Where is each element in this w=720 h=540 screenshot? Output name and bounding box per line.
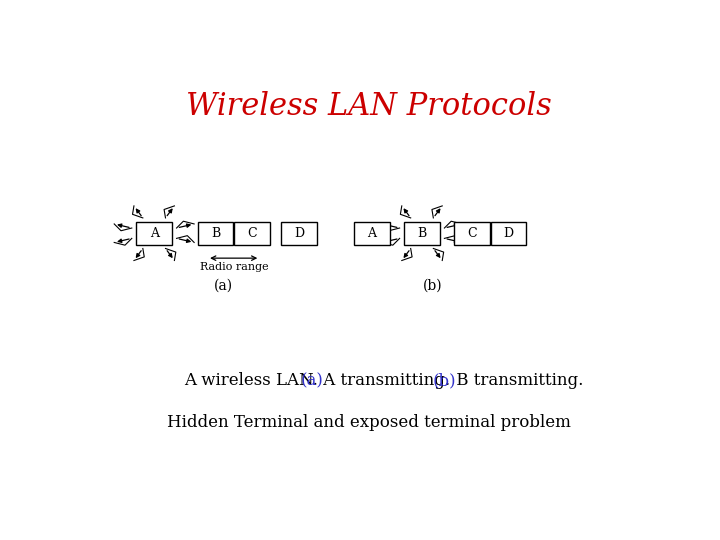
Text: D: D [503, 227, 513, 240]
Text: (b): (b) [423, 278, 443, 292]
Bar [234, 222, 270, 245]
Text: B: B [211, 227, 220, 240]
Bar [404, 222, 440, 245]
Bar [136, 222, 172, 245]
Text: A transmitting.: A transmitting. [318, 372, 466, 389]
Text: Radio range: Radio range [199, 262, 269, 272]
Text: D: D [294, 227, 305, 240]
Text: C: C [467, 227, 477, 240]
Bar [490, 222, 526, 245]
Text: C: C [247, 227, 256, 240]
Text: (a): (a) [300, 372, 323, 389]
Bar [454, 222, 490, 245]
Text: (a): (a) [215, 278, 233, 292]
Text: (b): (b) [433, 372, 456, 389]
Text: B transmitting.: B transmitting. [451, 372, 583, 389]
Text: Wireless LAN Protocols: Wireless LAN Protocols [186, 91, 552, 122]
Text: Hidden Terminal and exposed terminal problem: Hidden Terminal and exposed terminal pro… [167, 414, 571, 431]
Bar [354, 222, 390, 245]
Text: A: A [150, 227, 158, 240]
Text: A wireless LAN.: A wireless LAN. [184, 372, 334, 389]
Bar [282, 222, 317, 245]
Text: B: B [418, 227, 427, 240]
Bar [198, 222, 233, 245]
Text: A: A [367, 227, 377, 240]
